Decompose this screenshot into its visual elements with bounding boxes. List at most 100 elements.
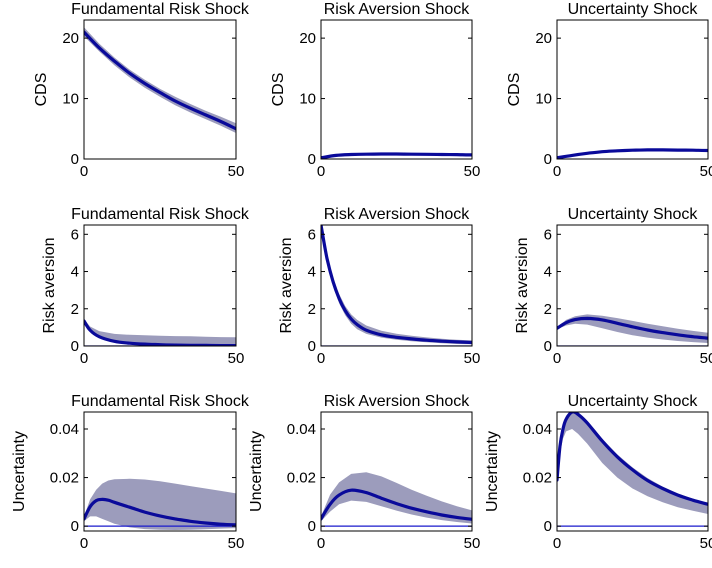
- y-axis-label: CDS: [270, 73, 287, 107]
- axes-frame: [556, 411, 709, 532]
- x-tick-label: 50: [700, 535, 712, 552]
- x-tick-label: 50: [228, 535, 245, 552]
- y-tick-label: 10: [299, 91, 316, 108]
- x-tick-label: 50: [228, 163, 245, 180]
- x-tick-label: 50: [700, 350, 712, 367]
- y-tick-label: 4: [308, 264, 316, 281]
- axes-frame: [320, 224, 473, 347]
- x-tick-label: 0: [553, 163, 561, 180]
- plot-area: [557, 412, 708, 527]
- x-tick-label: 0: [553, 350, 561, 367]
- panel-5: 0 50 0 2 4 6 Risk Aversion Shock Risk aversion: [278, 206, 480, 367]
- y-tick-label: 20: [535, 30, 552, 47]
- y-tick-label: 4: [71, 264, 79, 281]
- confidence-band: [557, 314, 708, 343]
- y-tick-label: 0.02: [287, 470, 316, 487]
- y-tick-label: 0: [71, 151, 79, 168]
- impulse-response-line: [557, 316, 708, 340]
- y-axis-label: CDS: [33, 73, 50, 107]
- y-tick-label: 2: [71, 301, 79, 318]
- axes-frame: [83, 411, 237, 532]
- y-tick-label: 0.04: [523, 421, 552, 438]
- plot-area: [321, 225, 472, 346]
- y-tick-label: 0.02: [50, 470, 79, 487]
- y-tick-label: 0: [544, 338, 552, 355]
- y-tick-label: 6: [71, 226, 79, 243]
- y-axis-label: Risk aversion: [278, 237, 295, 333]
- y-axis-label: Uncertainty: [484, 431, 501, 512]
- y-tick-label: 0: [71, 338, 79, 355]
- impulse-response-line: [84, 30, 236, 131]
- y-tick-label: 20: [299, 30, 316, 47]
- x-tick-label: 0: [317, 163, 325, 180]
- y-tick-label: 10: [62, 91, 79, 108]
- y-tick-label: 2: [544, 301, 552, 318]
- axes-frame: [83, 19, 237, 160]
- panel-1: 0 50 0 10 20 Fundamental Risk Shock CDS: [33, 1, 250, 180]
- x-tick-label: 50: [464, 350, 481, 367]
- x-tick-label: 0: [80, 163, 88, 180]
- confidence-band: [321, 225, 472, 345]
- y-tick-label: 0: [71, 518, 79, 535]
- x-tick-label: 50: [228, 350, 245, 367]
- impulse-response-line: [321, 488, 472, 521]
- plot-area: [557, 314, 708, 346]
- y-tick-label: 2: [308, 301, 316, 318]
- x-tick-label: 0: [553, 535, 561, 552]
- y-tick-label: 0: [308, 151, 316, 168]
- y-tick-label: 0: [544, 151, 552, 168]
- plot-area: [321, 152, 472, 159]
- plot-area: [84, 319, 236, 346]
- y-axis-label: Risk aversion: [514, 237, 531, 333]
- impulse-response-line: [84, 497, 236, 527]
- y-tick-label: 10: [535, 91, 552, 108]
- axes-frame: [320, 19, 473, 160]
- impulse-response-line: [557, 148, 708, 159]
- impulse-response-line: [321, 152, 472, 159]
- panel-2: 0 50 0 10 20 Risk Aversion Shock CDS: [270, 1, 480, 180]
- confidence-band: [84, 478, 236, 530]
- y-axis-label: CDS: [506, 73, 523, 107]
- y-tick-label: 0.04: [287, 421, 316, 438]
- y-tick-label: 6: [544, 226, 552, 243]
- plot-area: [321, 472, 472, 527]
- axes-frame: [556, 19, 709, 160]
- impulse-response-line: [557, 412, 708, 506]
- panel-9: 0 50 0 0.02 0.04 Uncertainty Shock Uncertainty: [484, 393, 712, 552]
- y-tick-label: 0: [308, 338, 316, 355]
- y-axis-label: Uncertainty: [11, 431, 28, 512]
- plot-area: [557, 148, 708, 159]
- x-tick-label: 50: [700, 163, 712, 180]
- panel-title: Risk Aversion Shock: [324, 1, 471, 18]
- y-tick-label: 4: [544, 264, 552, 281]
- y-axis-label: Uncertainty: [248, 431, 265, 512]
- panel-6: 0 50 0 2 4 6 Uncertainty Shock Risk aversion: [514, 206, 712, 367]
- panel-3: 0 50 0 10 20 Uncertainty Shock CDS: [506, 1, 712, 180]
- y-tick-label: 0: [308, 518, 316, 535]
- axes-frame: [320, 411, 473, 532]
- axes-frame: [556, 224, 709, 347]
- x-tick-label: 50: [464, 163, 481, 180]
- y-tick-label: 6: [308, 226, 316, 243]
- panel-7: 0 50 0 0.02 0.04 Fundamental Risk Shock Uncert…: [11, 393, 250, 552]
- panel-title: Uncertainty Shock: [568, 393, 699, 410]
- panel-8: 0 50 0 0.02 0.04 Risk Aversion Shock Uncertain…: [248, 393, 480, 552]
- x-tick-label: 0: [80, 535, 88, 552]
- x-tick-label: 0: [317, 350, 325, 367]
- y-tick-label: 0.02: [523, 470, 552, 487]
- y-tick-label: 20: [62, 30, 79, 47]
- panel-title: Uncertainty Shock: [568, 206, 699, 223]
- panel-title: Fundamental Risk Shock: [71, 1, 250, 18]
- x-tick-label: 0: [317, 535, 325, 552]
- impulse-response-line: [321, 225, 472, 345]
- y-tick-label: 0: [544, 518, 552, 535]
- panel-title: Risk Aversion Shock: [324, 206, 471, 223]
- plot-area: [84, 478, 236, 530]
- confidence-band: [321, 472, 472, 524]
- panel-title: Uncertainty Shock: [568, 1, 699, 18]
- y-tick-label: 0.04: [50, 421, 79, 438]
- y-axis-label: Risk aversion: [41, 237, 58, 333]
- plot-area: [84, 27, 236, 133]
- x-tick-label: 0: [80, 350, 88, 367]
